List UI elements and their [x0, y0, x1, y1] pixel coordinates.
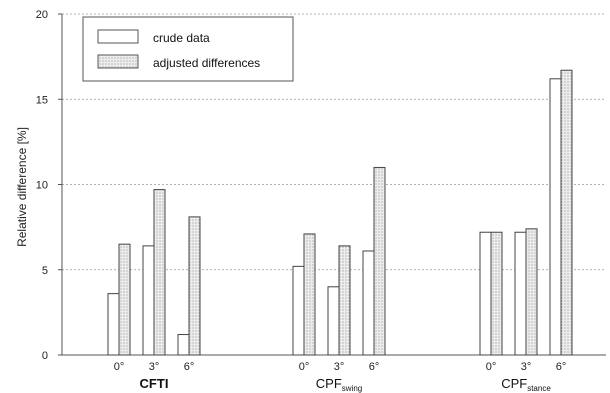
bar-crude [514, 231, 527, 356]
bar-adjusted [525, 228, 538, 356]
bar-adjusted [560, 69, 573, 356]
category-label: 3° [149, 361, 160, 373]
bar-crude [479, 231, 492, 356]
y-tick-labels: 0 5 10 15 20 [36, 9, 62, 362]
group-label-main: CPF [316, 376, 342, 391]
bar-crude [292, 265, 305, 356]
bar-crude [142, 245, 155, 356]
group-label: CPFstance [501, 376, 551, 393]
y-tick-label: 5 [42, 265, 48, 277]
group-label: CFTI [140, 376, 169, 391]
category-label: 0° [486, 361, 497, 373]
legend-swatch-adjusted [97, 54, 139, 69]
bar-adjusted [303, 233, 316, 356]
bar-adjusted [490, 231, 503, 356]
y-axis-title: Relative difference [%] [15, 127, 29, 247]
category-labels: 0° 3° 6° 0° 3° 6° 0° 3° 6° [114, 361, 567, 373]
category-label: 6° [556, 361, 567, 373]
group-label-subscript: stance [527, 384, 551, 393]
category-label: 6° [184, 361, 195, 373]
category-label: 3° [521, 361, 532, 373]
group-label-subscript: swing [342, 384, 362, 393]
bar-adjusted [188, 216, 201, 356]
bar-adjusted [118, 243, 131, 356]
legend-box [82, 16, 294, 82]
category-label: 3° [334, 361, 345, 373]
y-tick-label: 10 [36, 180, 48, 192]
legend-label-crude: crude data [153, 31, 210, 45]
legend: crude data adjusted differences [82, 16, 294, 82]
bar-crude [549, 78, 562, 356]
category-label: 0° [299, 361, 310, 373]
bar-crude [177, 334, 190, 356]
group-label-main: CFTI [140, 376, 169, 391]
category-label: 6° [369, 361, 380, 373]
category-label: 0° [114, 361, 125, 373]
group-labels: CFTI CPFswing CPFstance [140, 376, 552, 393]
group-label-main: CPF [501, 376, 527, 391]
bar-adjusted [373, 166, 386, 356]
legend-label-adjusted: adjusted differences [153, 56, 260, 70]
bar-crude [107, 293, 120, 356]
y-tick-label: 20 [36, 9, 48, 21]
bars [107, 69, 573, 356]
bar-adjusted [338, 245, 351, 356]
bar-crude [362, 250, 375, 356]
y-tick-label: 0 [42, 350, 48, 362]
bar-crude [327, 286, 340, 356]
bar-adjusted [153, 189, 166, 356]
y-tick-label: 15 [36, 94, 48, 106]
legend-swatch-crude [97, 29, 139, 44]
group-label: CPFswing [316, 376, 362, 393]
